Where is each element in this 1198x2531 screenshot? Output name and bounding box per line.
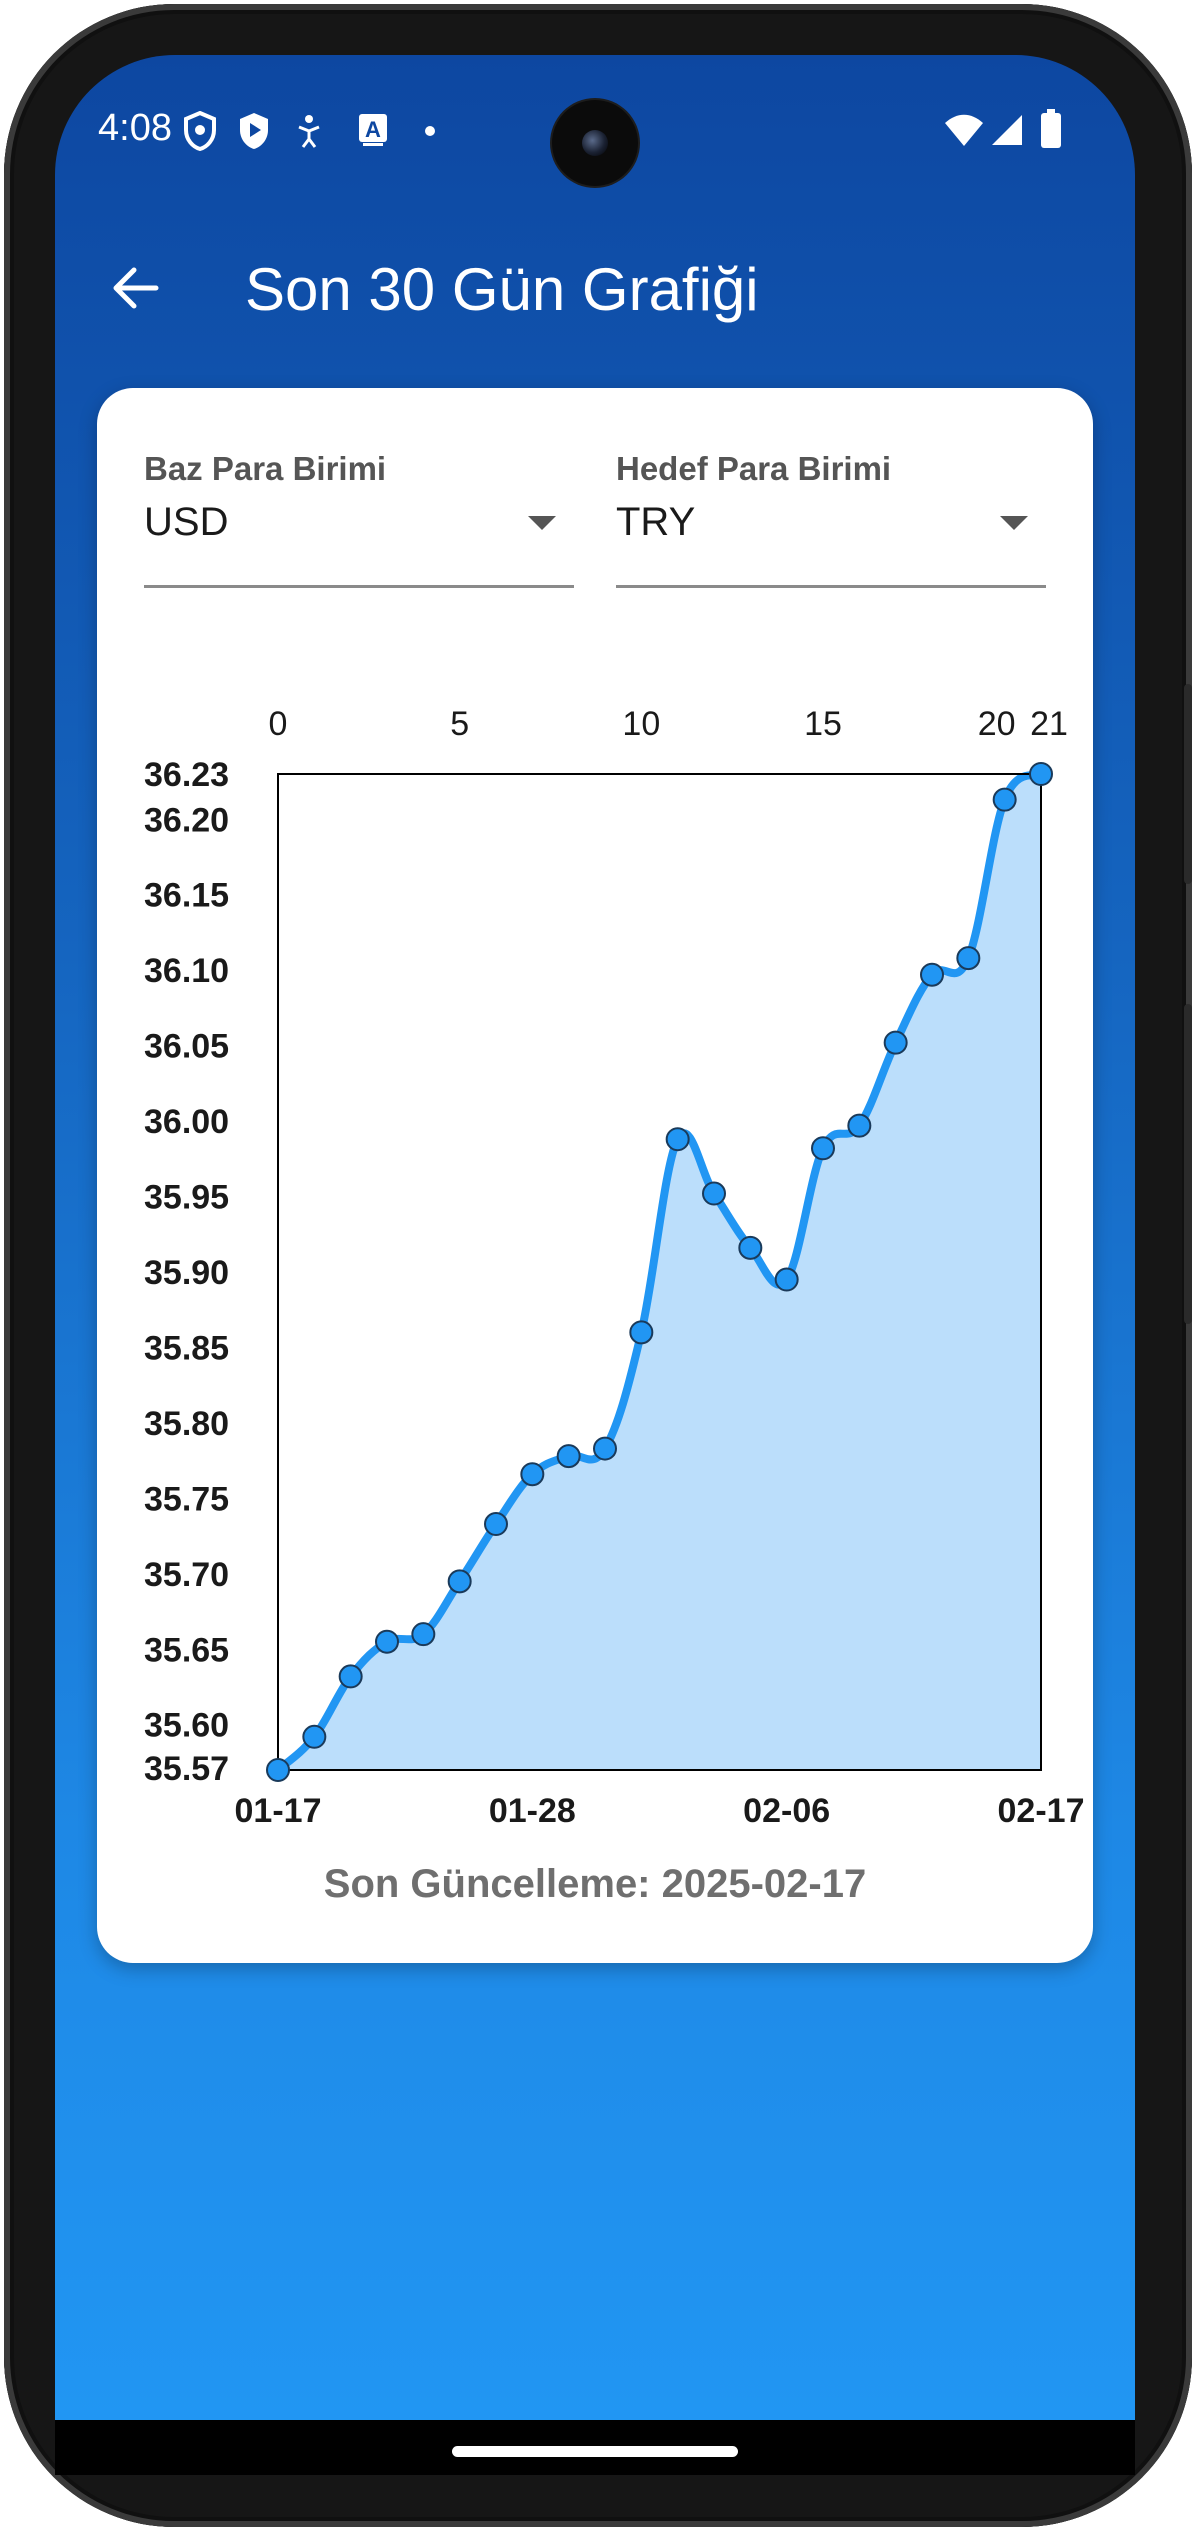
data-point bbox=[449, 1570, 471, 1592]
signal-icon bbox=[990, 113, 1024, 147]
data-point bbox=[776, 1269, 798, 1291]
data-point bbox=[521, 1463, 543, 1485]
top-tick-label: 10 bbox=[622, 705, 660, 743]
data-point bbox=[667, 1128, 689, 1150]
y-axis-ticks: 35.57 35.60 35.65 35.70 35.75 35.80 35.85 35.90… bbox=[144, 756, 229, 1788]
dot-icon bbox=[424, 125, 436, 137]
accessibility-icon bbox=[295, 113, 323, 149]
data-point bbox=[594, 1438, 616, 1460]
top-tick-label: 21 bbox=[1030, 705, 1068, 743]
data-point bbox=[267, 1759, 289, 1781]
app-bar: Son 30 Gün Grafiği bbox=[55, 225, 1135, 365]
data-point bbox=[994, 789, 1016, 811]
area-fill bbox=[278, 774, 1041, 1770]
front-camera bbox=[552, 100, 638, 186]
y-tick-label: 36.10 bbox=[144, 952, 229, 990]
y-tick-label: 35.95 bbox=[144, 1179, 229, 1217]
y-tick-label: 35.65 bbox=[144, 1631, 229, 1669]
page-title: Son 30 Gün Grafiği bbox=[245, 255, 759, 324]
top-axis-ticks: 0 5 10 15 20 21 bbox=[269, 705, 1068, 743]
top-tick-label: 15 bbox=[804, 705, 842, 743]
svg-text:A: A bbox=[365, 117, 381, 142]
x-axis-labels: 01-17 01-28 02-06 02-17 bbox=[235, 1792, 1085, 1828]
data-point bbox=[558, 1445, 580, 1467]
y-tick-label: 35.70 bbox=[144, 1556, 229, 1594]
a-icon: A bbox=[358, 113, 388, 147]
wifi-icon bbox=[943, 113, 985, 147]
y-tick-label: 35.75 bbox=[144, 1480, 229, 1518]
shield-icon bbox=[183, 111, 217, 151]
battery-icon bbox=[1040, 109, 1062, 149]
status-time: 4:08 bbox=[98, 107, 172, 150]
x-tick-label: 02-17 bbox=[998, 1792, 1085, 1828]
data-point bbox=[921, 964, 943, 986]
y-tick-label: 35.57 bbox=[144, 1750, 229, 1788]
top-tick-label: 0 bbox=[269, 705, 288, 743]
screen: 4:08 A bbox=[55, 55, 1135, 2420]
data-point bbox=[412, 1623, 434, 1645]
power-button bbox=[1184, 1004, 1192, 1324]
y-tick-label: 36.00 bbox=[144, 1103, 229, 1141]
y-tick-label: 35.80 bbox=[144, 1405, 229, 1443]
data-point bbox=[303, 1726, 325, 1748]
y-tick-label: 35.90 bbox=[144, 1254, 229, 1292]
volume-button bbox=[1184, 684, 1192, 884]
data-point bbox=[630, 1321, 652, 1343]
data-point bbox=[739, 1237, 761, 1259]
y-tick-label: 36.05 bbox=[144, 1028, 229, 1066]
back-button[interactable] bbox=[100, 253, 170, 323]
y-tick-label: 36.20 bbox=[144, 801, 229, 839]
status-bar: 4:08 A bbox=[55, 55, 1135, 205]
top-tick-label: 5 bbox=[450, 705, 469, 743]
y-tick-label: 36.15 bbox=[144, 877, 229, 915]
home-indicator[interactable] bbox=[452, 2446, 738, 2457]
data-point bbox=[848, 1115, 870, 1137]
data-point bbox=[376, 1631, 398, 1653]
data-point bbox=[812, 1137, 834, 1159]
chart-card: Baz Para Birimi USD Hedef Para Birimi TR… bbox=[97, 388, 1093, 1963]
x-tick-label: 01-17 bbox=[235, 1792, 322, 1828]
top-tick-label: 20 bbox=[978, 705, 1016, 743]
y-tick-label: 35.60 bbox=[144, 1707, 229, 1745]
arrow-left-icon bbox=[110, 266, 160, 310]
data-point bbox=[340, 1665, 362, 1687]
y-tick-label: 35.85 bbox=[144, 1329, 229, 1367]
play-protect-icon bbox=[237, 111, 271, 151]
last-updated-text: Son Güncelleme: 2025-02-17 bbox=[97, 1862, 1093, 1907]
y-tick-label: 36.23 bbox=[144, 756, 229, 794]
data-point bbox=[957, 947, 979, 969]
x-tick-label: 02-06 bbox=[743, 1792, 830, 1828]
data-point bbox=[485, 1513, 507, 1535]
exchange-rate-chart: 0 5 10 15 20 21 35.57 35.60 35.65 35.70 35.75 35.8… bbox=[97, 388, 1093, 1828]
data-point bbox=[1030, 763, 1052, 785]
data-point bbox=[703, 1183, 725, 1205]
data-point bbox=[885, 1032, 907, 1054]
x-tick-label: 01-28 bbox=[489, 1792, 576, 1828]
